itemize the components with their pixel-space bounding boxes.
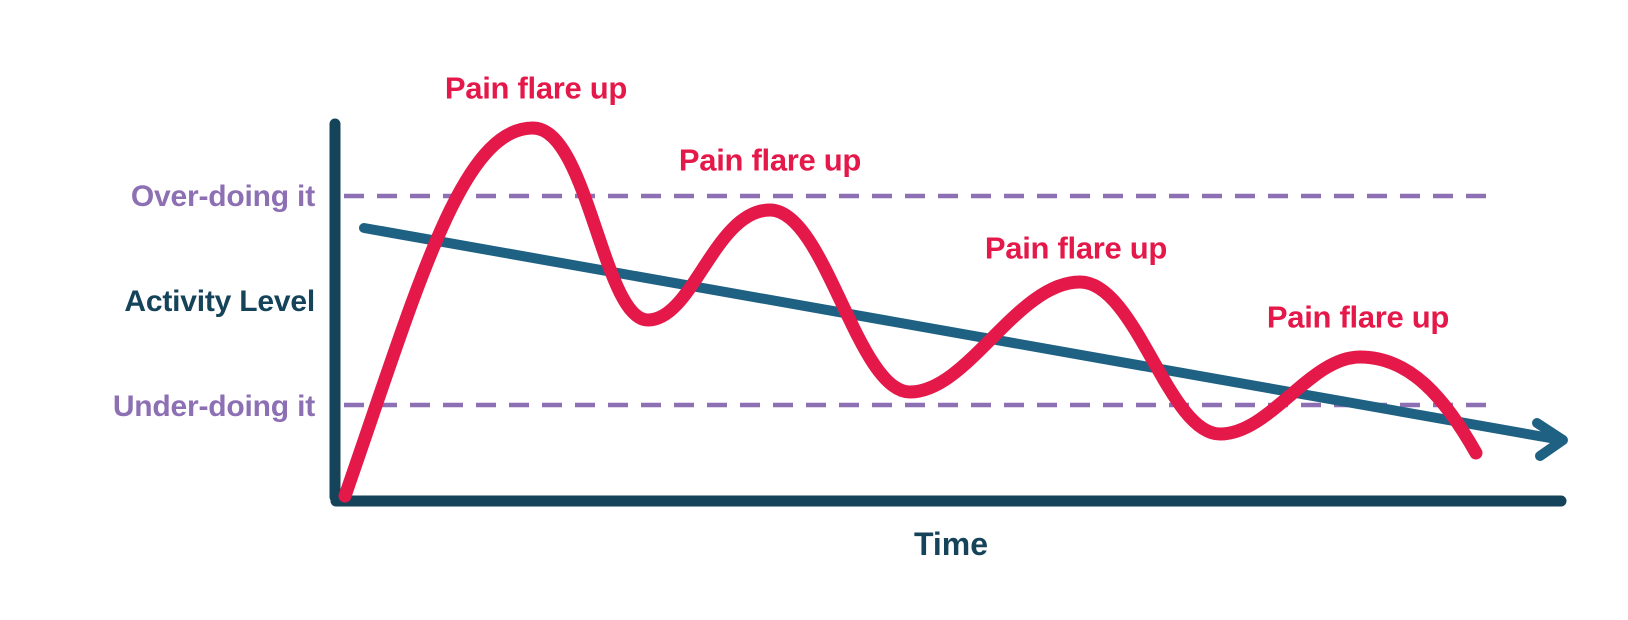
activity-curve — [338, 121, 1483, 503]
y-axis-label: Activity Level — [124, 285, 315, 318]
pain-flare-label-3: Pain flare up — [984, 230, 1168, 266]
pain-flare-label-4: Pain flare up — [1266, 299, 1450, 335]
overdoing-label: Over-doing it — [130, 180, 315, 213]
x-axis-label: Time — [913, 526, 989, 562]
trend-line — [359, 223, 1555, 443]
pain-flare-label-1: Pain flare up — [444, 70, 628, 106]
pain-flare-label-2: Pain flare up — [678, 142, 862, 178]
underdoing-label: Under-doing it — [112, 390, 315, 423]
trend-arrowhead-icon — [1532, 418, 1568, 461]
